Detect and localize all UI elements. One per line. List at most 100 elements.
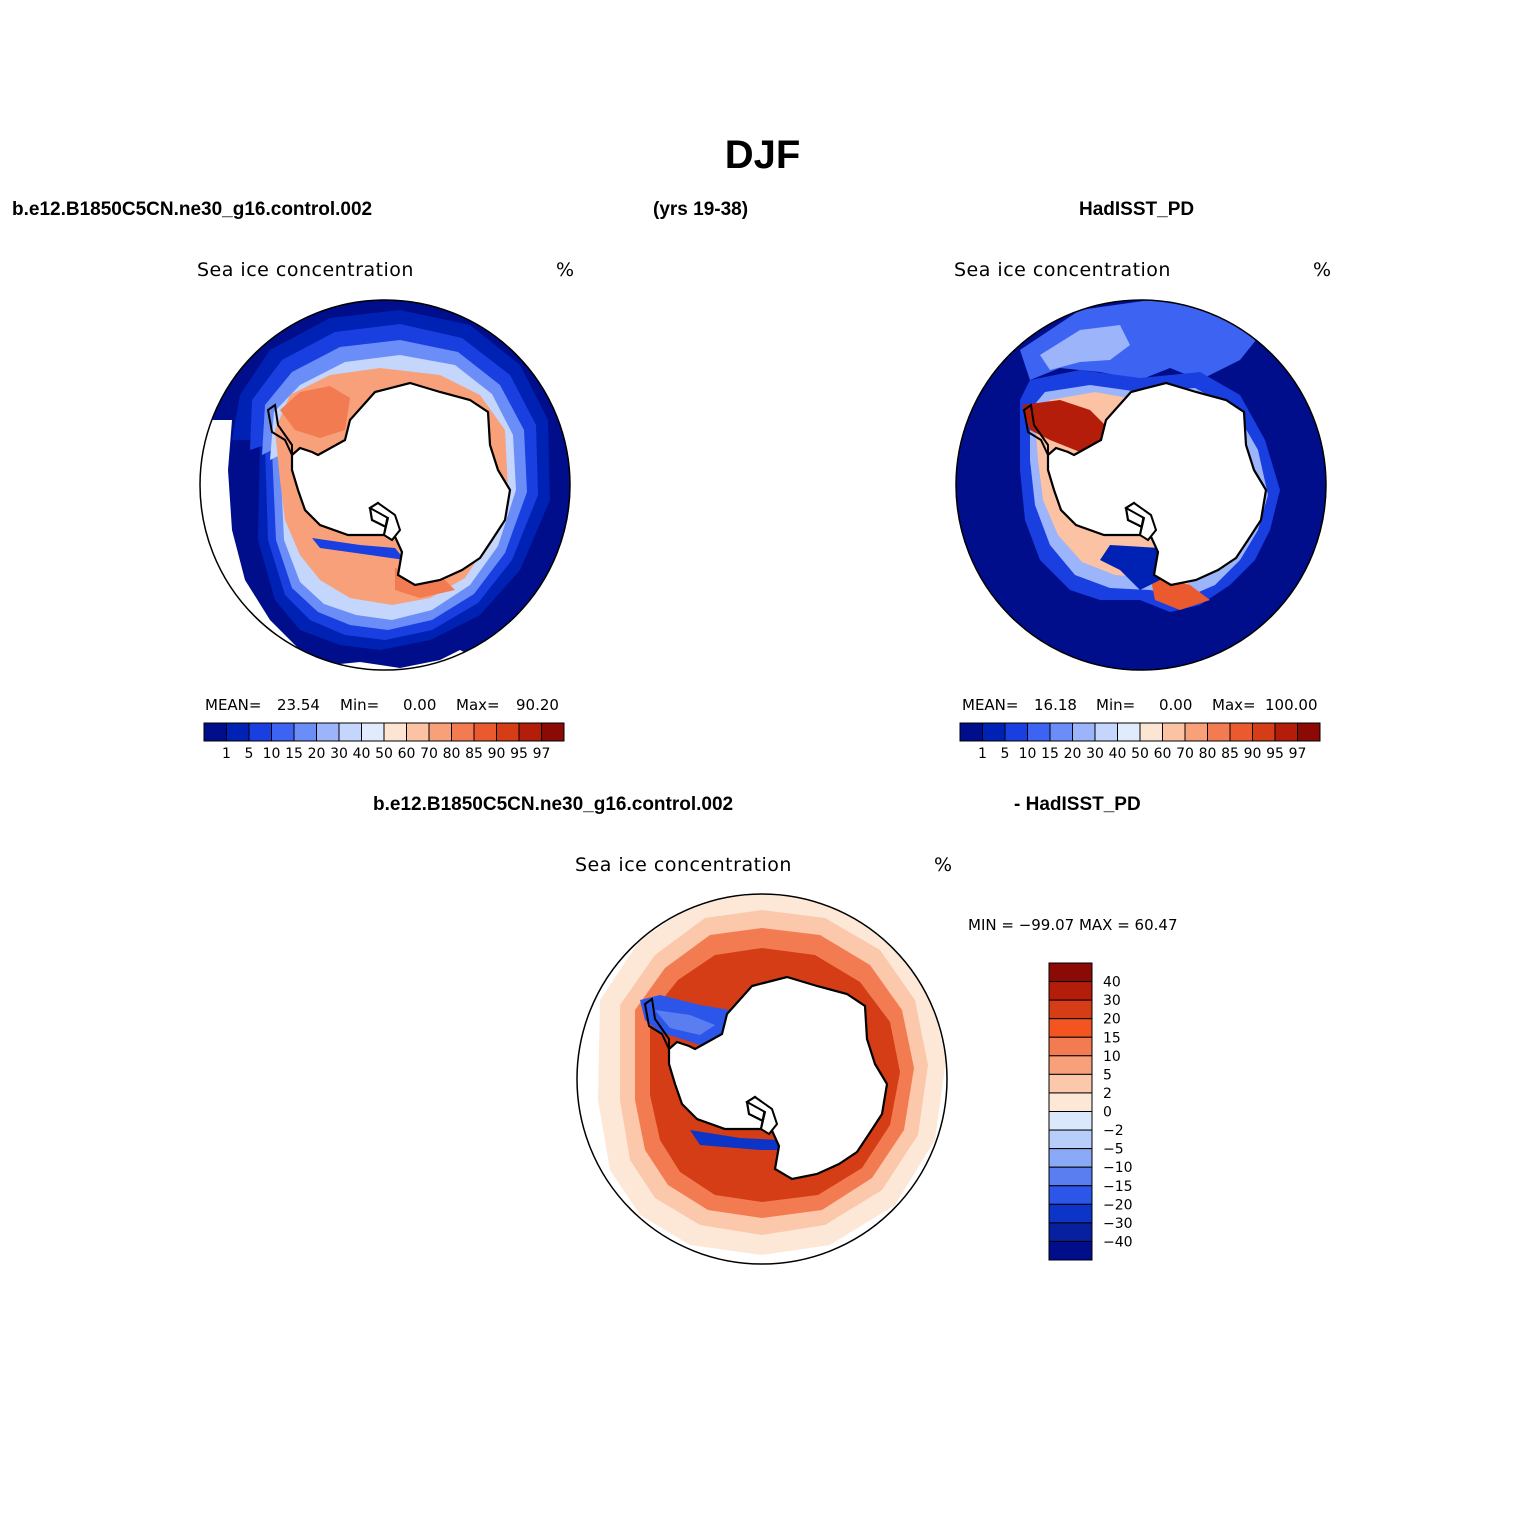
- obs-colorbar-box: [1274, 722, 1298, 742]
- obs-peninsula: [1022, 403, 1049, 456]
- model-min-value: 0.00: [403, 696, 437, 714]
- diff-colorbar-box: [1048, 962, 1093, 983]
- model-colorbar-box: [473, 722, 497, 742]
- model-min-label: Min=: [340, 696, 380, 714]
- obs-colorbar-label: 1: [978, 746, 987, 762]
- diff-plot-title: Sea ice concentration: [575, 854, 792, 876]
- obs-colorbar-box: [1162, 722, 1186, 742]
- diff-colorbar-box: [1048, 1166, 1093, 1187]
- obs-colorbar-box: [1229, 722, 1253, 742]
- diff-colorbar-label: 15: [1103, 1030, 1121, 1046]
- years-label: (yrs 19-38): [653, 199, 749, 220]
- obs-colorbar-box: [1049, 722, 1073, 742]
- obs-colorbar-label: 10: [1019, 746, 1037, 762]
- obs-colorbar-box: [1117, 722, 1141, 742]
- diff-colorbar-box: [1048, 1036, 1093, 1057]
- obs-min-label: Min=: [1096, 696, 1136, 714]
- diff-colorbar-box: [1048, 1092, 1093, 1112]
- obs-colorbar-box: [1094, 722, 1118, 742]
- model-colorbar-label: 10: [263, 746, 281, 762]
- model-colorbar-box: [428, 722, 452, 742]
- model-colorbar-label: 5: [245, 746, 254, 762]
- diff-map-border: [576, 893, 948, 1265]
- diff-colorbar-box: [1048, 1129, 1093, 1150]
- obs-colorbar-box: [959, 722, 983, 742]
- obs-colorbar-label: 50: [1131, 746, 1149, 762]
- model-colorbar-box: [518, 722, 542, 742]
- model-colorbar-label: 15: [285, 746, 303, 762]
- obs-colorbar-box: [1184, 722, 1208, 742]
- model-colorbar-label: 95: [510, 746, 528, 762]
- model-mean-label: MEAN=: [205, 696, 262, 714]
- diff-case-label: b.e12.B1850C5CN.ne30_g16.control.002: [373, 794, 734, 815]
- diff-colorbar-box: [1048, 1240, 1093, 1261]
- obs-label: HadISST_PD: [1079, 199, 1195, 220]
- model-colorbar-label: 90: [488, 746, 506, 762]
- obs-colorbar-label: 40: [1109, 746, 1127, 762]
- obs-colorbar-label: 15: [1041, 746, 1059, 762]
- model-colorbar-label: 70: [420, 746, 438, 762]
- diff-colorbar-label: −30: [1103, 1216, 1133, 1232]
- model-colorbar-box: [406, 722, 430, 742]
- diff-peninsula: [643, 997, 670, 1050]
- model-colorbar-box: [338, 722, 362, 742]
- diff-colorbar-label: −20: [1103, 1197, 1133, 1213]
- obs-colorbar-box: [1004, 722, 1028, 742]
- model-colorbar-box: [541, 722, 565, 742]
- obs-colorbar-label: 97: [1289, 746, 1307, 762]
- model-peninsula: [266, 403, 293, 456]
- obs-max-value: 100.00: [1265, 696, 1318, 714]
- diff-colorbar-box: [1048, 1222, 1093, 1242]
- diff-colorbar-label: −5: [1103, 1142, 1124, 1158]
- model-plot-units: %: [556, 259, 575, 281]
- obs-max-label: Max=: [1212, 696, 1256, 714]
- diff-minmax: MIN = −99.07 MAX = 60.47: [968, 916, 1178, 934]
- diff-colorbar-box: [1048, 1185, 1093, 1205]
- model-max-label: Max=: [456, 696, 500, 714]
- model-colorbar-label: 40: [353, 746, 371, 762]
- obs-colorbar-label: 85: [1221, 746, 1239, 762]
- diff-map: [576, 893, 948, 1265]
- model-colorbar-box: [316, 722, 340, 742]
- model-colorbar-label: 97: [533, 746, 551, 762]
- obs-band-north-light: [1040, 325, 1130, 370]
- diff-weddell-low-inner: [655, 1010, 715, 1035]
- model-colorbar: 1 5 10 15 20 30 40 50 60 70 80 85 90 95 97: [203, 722, 565, 762]
- obs-colorbar-box: [1027, 722, 1051, 742]
- diff-colorbar-box: [1048, 1148, 1093, 1168]
- model-case-label: b.e12.B1850C5CN.ne30_g16.control.002: [12, 199, 373, 220]
- model-colorbar-label: 1: [222, 746, 231, 762]
- obs-ross-coast: [1124, 501, 1158, 542]
- diff-ross-coast: [745, 1095, 779, 1136]
- obs-min-value: 0.00: [1159, 696, 1193, 714]
- diff-colorbar-label: −10: [1103, 1160, 1133, 1176]
- model-max-value: 90.20: [516, 696, 559, 714]
- diff-colorbar-label: −40: [1103, 1234, 1133, 1250]
- model-colorbar-label: 80: [443, 746, 461, 762]
- obs-colorbar-label: 5: [1001, 746, 1010, 762]
- model-colorbar-box: [226, 722, 250, 742]
- obs-colorbar-label: 70: [1176, 746, 1194, 762]
- model-map-border: [199, 299, 571, 671]
- obs-plot-units: %: [1313, 259, 1332, 281]
- diff-colorbar-label: 5: [1103, 1067, 1112, 1083]
- diff-colorbar-box: [1048, 999, 1093, 1020]
- model-colorbar-box: [293, 722, 317, 742]
- obs-mean-value: 16.18: [1034, 696, 1077, 714]
- model-missing-region: [200, 420, 560, 670]
- obs-colorbar-box: [1297, 722, 1321, 742]
- model-weddell-high: [280, 386, 350, 438]
- diff-colorbar-label: 20: [1103, 1012, 1121, 1028]
- model-colorbar-label: 20: [308, 746, 326, 762]
- obs-mean-label: MEAN=: [962, 696, 1019, 714]
- obs-colorbar-box: [1252, 722, 1276, 742]
- obs-colorbar-label: 60: [1154, 746, 1172, 762]
- model-colorbar-box: [361, 722, 385, 742]
- model-colorbar-box: [203, 722, 227, 742]
- obs-colorbar: 1 5 10 15 20 30 40 50 60 70 80 85 90 95 97: [959, 722, 1321, 762]
- obs-colorbar-label: 20: [1064, 746, 1082, 762]
- obs-antarctica: [1046, 381, 1268, 587]
- model-plot-title: Sea ice concentration: [197, 259, 414, 281]
- obs-plot-title: Sea ice concentration: [954, 259, 1171, 281]
